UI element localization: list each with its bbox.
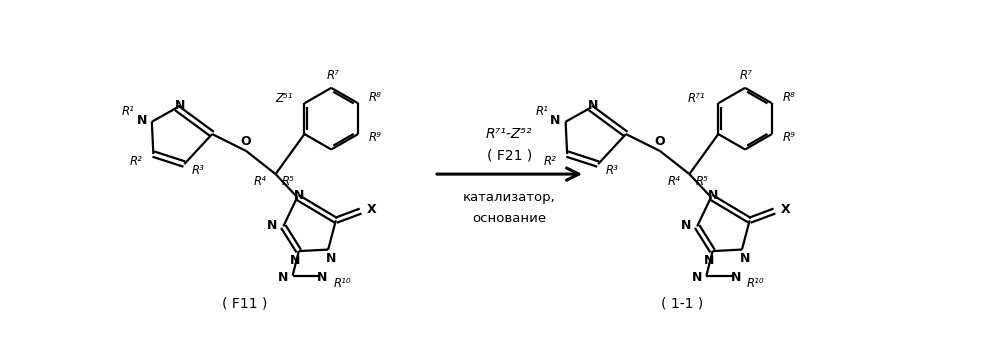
Text: R¹⁰: R¹⁰ (748, 277, 764, 290)
Text: X: X (780, 203, 790, 216)
Text: Z⁵¹: Z⁵¹ (275, 92, 293, 105)
Text: R⁹: R⁹ (782, 131, 795, 144)
Text: R⁷: R⁷ (326, 69, 339, 82)
Text: катализатор,: катализатор, (463, 191, 556, 204)
Text: X: X (366, 203, 376, 216)
Text: O: O (241, 135, 250, 148)
Text: R⁴: R⁴ (253, 175, 266, 188)
Text: R⁷: R⁷ (741, 69, 753, 82)
Text: R¹: R¹ (122, 105, 135, 118)
Text: N: N (137, 114, 147, 127)
Text: N: N (267, 219, 277, 232)
Text: N: N (692, 271, 703, 284)
Text: R⁸: R⁸ (368, 91, 381, 104)
Text: N: N (316, 271, 327, 284)
Text: R⁴: R⁴ (668, 175, 681, 188)
Text: N: N (550, 114, 561, 127)
Text: R³: R³ (606, 164, 619, 177)
Text: основание: основание (472, 212, 546, 225)
Text: R¹⁰: R¹⁰ (333, 277, 351, 290)
Text: R⁷¹: R⁷¹ (688, 92, 706, 105)
Text: R³: R³ (192, 164, 205, 177)
Text: N: N (326, 252, 336, 265)
Text: R⁷¹-Z⁵²: R⁷¹-Z⁵² (486, 127, 533, 141)
Text: R²: R² (544, 155, 557, 168)
Text: N: N (588, 99, 599, 112)
Text: N: N (175, 99, 185, 112)
Text: R⁸: R⁸ (782, 91, 795, 104)
Text: R⁵: R⁵ (696, 175, 709, 188)
Text: N: N (294, 189, 304, 202)
Text: N: N (709, 189, 719, 202)
Text: N: N (278, 271, 288, 284)
Text: ( F21 ): ( F21 ) (487, 149, 532, 163)
Text: R⁵: R⁵ (281, 175, 294, 188)
Text: N: N (289, 254, 300, 267)
Text: N: N (681, 219, 692, 232)
Text: ( 1-1 ): ( 1-1 ) (661, 297, 703, 310)
Text: R¹: R¹ (536, 105, 549, 118)
Text: N: N (704, 254, 714, 267)
Text: R²: R² (130, 155, 143, 168)
Text: N: N (740, 252, 750, 265)
Text: N: N (731, 271, 741, 284)
Text: R⁹: R⁹ (368, 131, 381, 144)
Text: O: O (654, 135, 665, 148)
Text: ( F11 ): ( F11 ) (222, 297, 267, 310)
